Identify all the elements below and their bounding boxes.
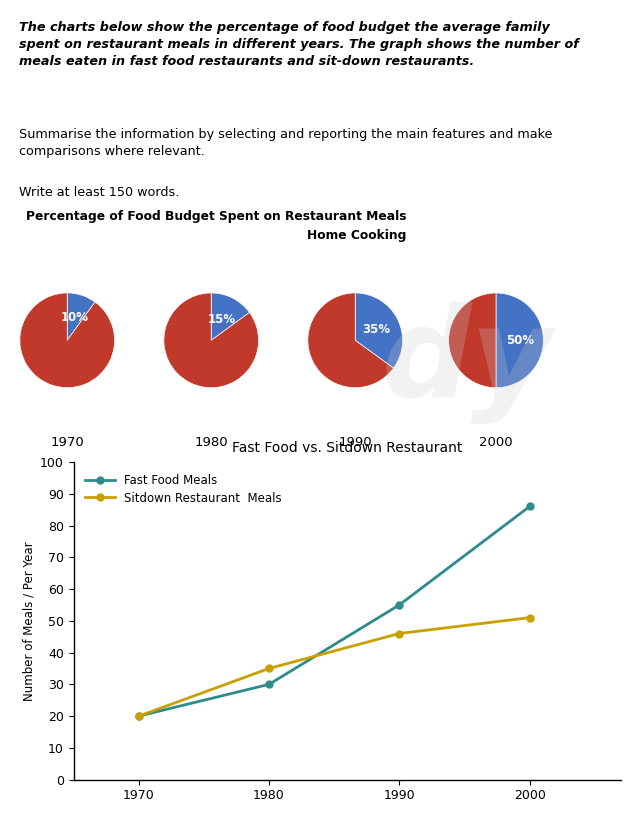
Text: 50%: 50% [506,334,534,346]
Text: 35%: 35% [362,323,390,336]
Fast Food Meals [525,502,533,512]
Sitdown Restaurant  Meals [135,711,143,721]
Sitdown Restaurant  Meals [525,613,533,623]
Line: Fast Food Meals: Fast Food Meals [135,503,533,719]
Text: Home Cooking: Home Cooking [307,229,406,242]
Wedge shape [308,293,394,388]
Text: Percentage of Food Budget Spent on Restaurant Meals: Percentage of Food Budget Spent on Resta… [26,210,406,223]
Text: 1970: 1970 [51,436,84,449]
Text: 10%: 10% [61,311,88,324]
Wedge shape [211,293,250,340]
Wedge shape [164,293,259,388]
Wedge shape [20,293,115,388]
Wedge shape [496,293,543,388]
Legend: Fast Food Meals, Sitdown Restaurant  Meals: Fast Food Meals, Sitdown Restaurant Meal… [79,468,288,511]
Wedge shape [449,293,496,388]
Line: Sitdown Restaurant  Meals: Sitdown Restaurant Meals [135,614,533,719]
Text: 1990: 1990 [339,436,372,449]
Text: The charts below show the percentage of food budget the average family
spent on : The charts below show the percentage of … [19,21,579,68]
Text: 15%: 15% [208,313,236,326]
Wedge shape [67,293,95,340]
Wedge shape [355,293,403,368]
Fast Food Meals [396,600,403,610]
Y-axis label: Number of Meals / Per Year: Number of Meals / Per Year [23,541,36,700]
Text: 1980: 1980 [195,436,228,449]
Text: dy: dy [381,302,553,424]
Sitdown Restaurant  Meals [265,663,273,673]
Sitdown Restaurant  Meals [396,629,403,639]
Text: 2000: 2000 [479,436,513,449]
Text: Write at least 150 words.: Write at least 150 words. [19,186,180,199]
Text: Summarise the information by selecting and reporting the main features and make
: Summarise the information by selecting a… [19,128,552,158]
Fast Food Meals [135,711,143,721]
Fast Food Meals [265,680,273,690]
Title: Fast Food vs. Sitdown Restaurant: Fast Food vs. Sitdown Restaurant [232,441,462,455]
